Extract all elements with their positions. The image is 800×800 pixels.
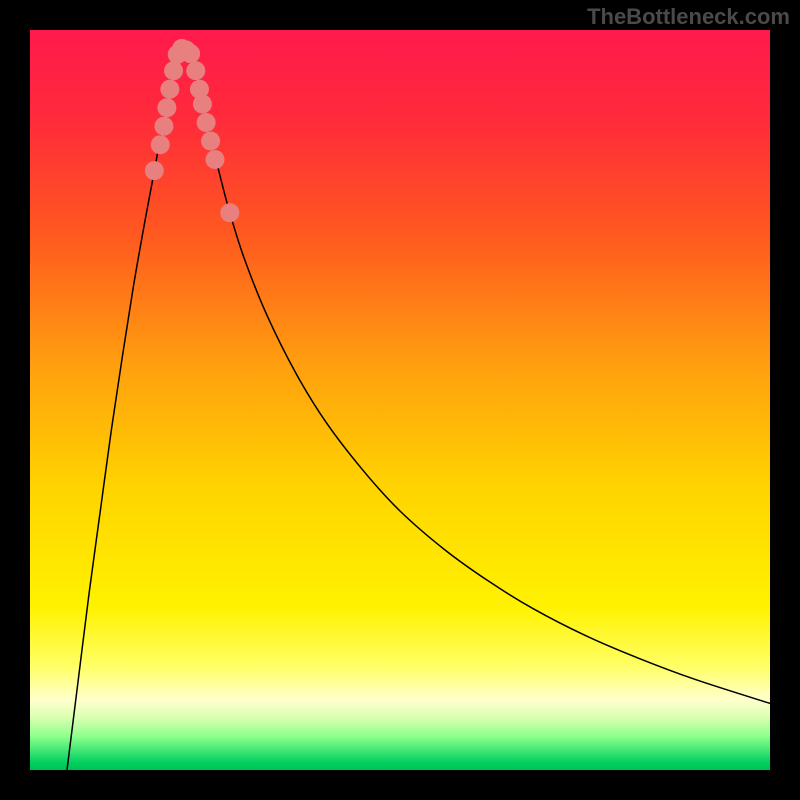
bottleneck-chart bbox=[0, 0, 800, 800]
curve-marker bbox=[157, 98, 176, 117]
curve-marker bbox=[206, 150, 225, 169]
curve-marker bbox=[154, 117, 173, 136]
curve-marker bbox=[186, 61, 205, 80]
curve-marker bbox=[164, 61, 183, 80]
watermark-text: TheBottleneck.com bbox=[587, 4, 790, 30]
curve-marker bbox=[220, 203, 239, 222]
curve-marker bbox=[201, 132, 220, 151]
curve-marker bbox=[151, 135, 170, 154]
curve-marker bbox=[181, 44, 200, 63]
curve-marker bbox=[145, 161, 164, 180]
curve-marker bbox=[193, 95, 212, 114]
curve-marker bbox=[197, 113, 216, 132]
curve-marker bbox=[160, 80, 179, 99]
chart-container: TheBottleneck.com bbox=[0, 0, 800, 800]
